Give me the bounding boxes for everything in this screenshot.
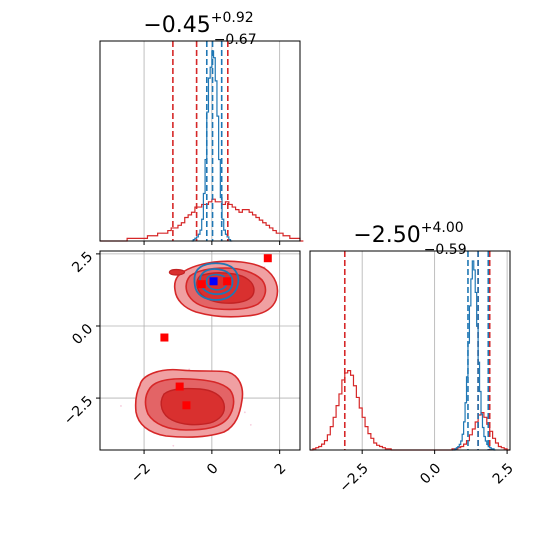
red-square-marker [160,333,169,342]
histogram-y-title-upper: +4.00 [421,220,464,236]
histogram-x-title-upper: +0.92 [211,10,254,26]
blue-square-marker [209,277,218,286]
histogram-x-title-median: −0.45 [143,13,210,38]
scatter-sample-dot [249,423,252,426]
blue-contour-inner [205,273,228,291]
histogram-y-title: −2.50+4.00 −0.59 [353,220,466,258]
red-square-marker [223,277,232,286]
red-small-contour [168,268,186,276]
histy-xtick-label: 0.0 [417,460,444,487]
histy-xtick-label: 2.5 [490,460,517,487]
scatter-sample-dot [243,411,246,414]
red-lower-contour-inner [160,387,226,426]
scatter-sample-dot [172,444,175,447]
scatter-ytick-label: 2.5 [69,249,96,276]
scatter-sample-dot [120,405,122,407]
blue-contour-outer [193,262,240,301]
red-square-marker [182,401,191,410]
histogram-y-panel: −2.50+4.00 −0.59 −2.5 0.0 2.5 [309,220,517,496]
red-square-marker [197,280,206,289]
histogram-x-title: −0.45+0.92 −0.67 [143,10,256,48]
red-square-marker [175,382,184,391]
scatter-ytick-label: −2.5 [61,393,96,428]
histogram-y-frame [309,250,511,451]
scatter-xtick-label: −2 [128,460,154,486]
scatter-xtick-label: 0 [204,460,222,478]
histogram-x-panel: −0.45+0.92 −0.67 [99,10,304,245]
histy-xtick-label: −2.5 [337,460,372,495]
histogram-x-title-lower: −0.67 [214,32,257,48]
scatter-ytick-label: 0.0 [69,321,96,348]
histogram-y-title-median: −2.50 [353,223,420,248]
red-square-marker [263,254,272,263]
contour-xy-frame [99,250,301,451]
scatter-xtick-label: 2 [272,460,290,478]
contour-xy-panel: −2 0 2 2.5 0.0 −2.5 [61,249,301,486]
histogram-y-title-lower: −0.59 [424,242,467,258]
histogram-x-frame [99,40,301,242]
